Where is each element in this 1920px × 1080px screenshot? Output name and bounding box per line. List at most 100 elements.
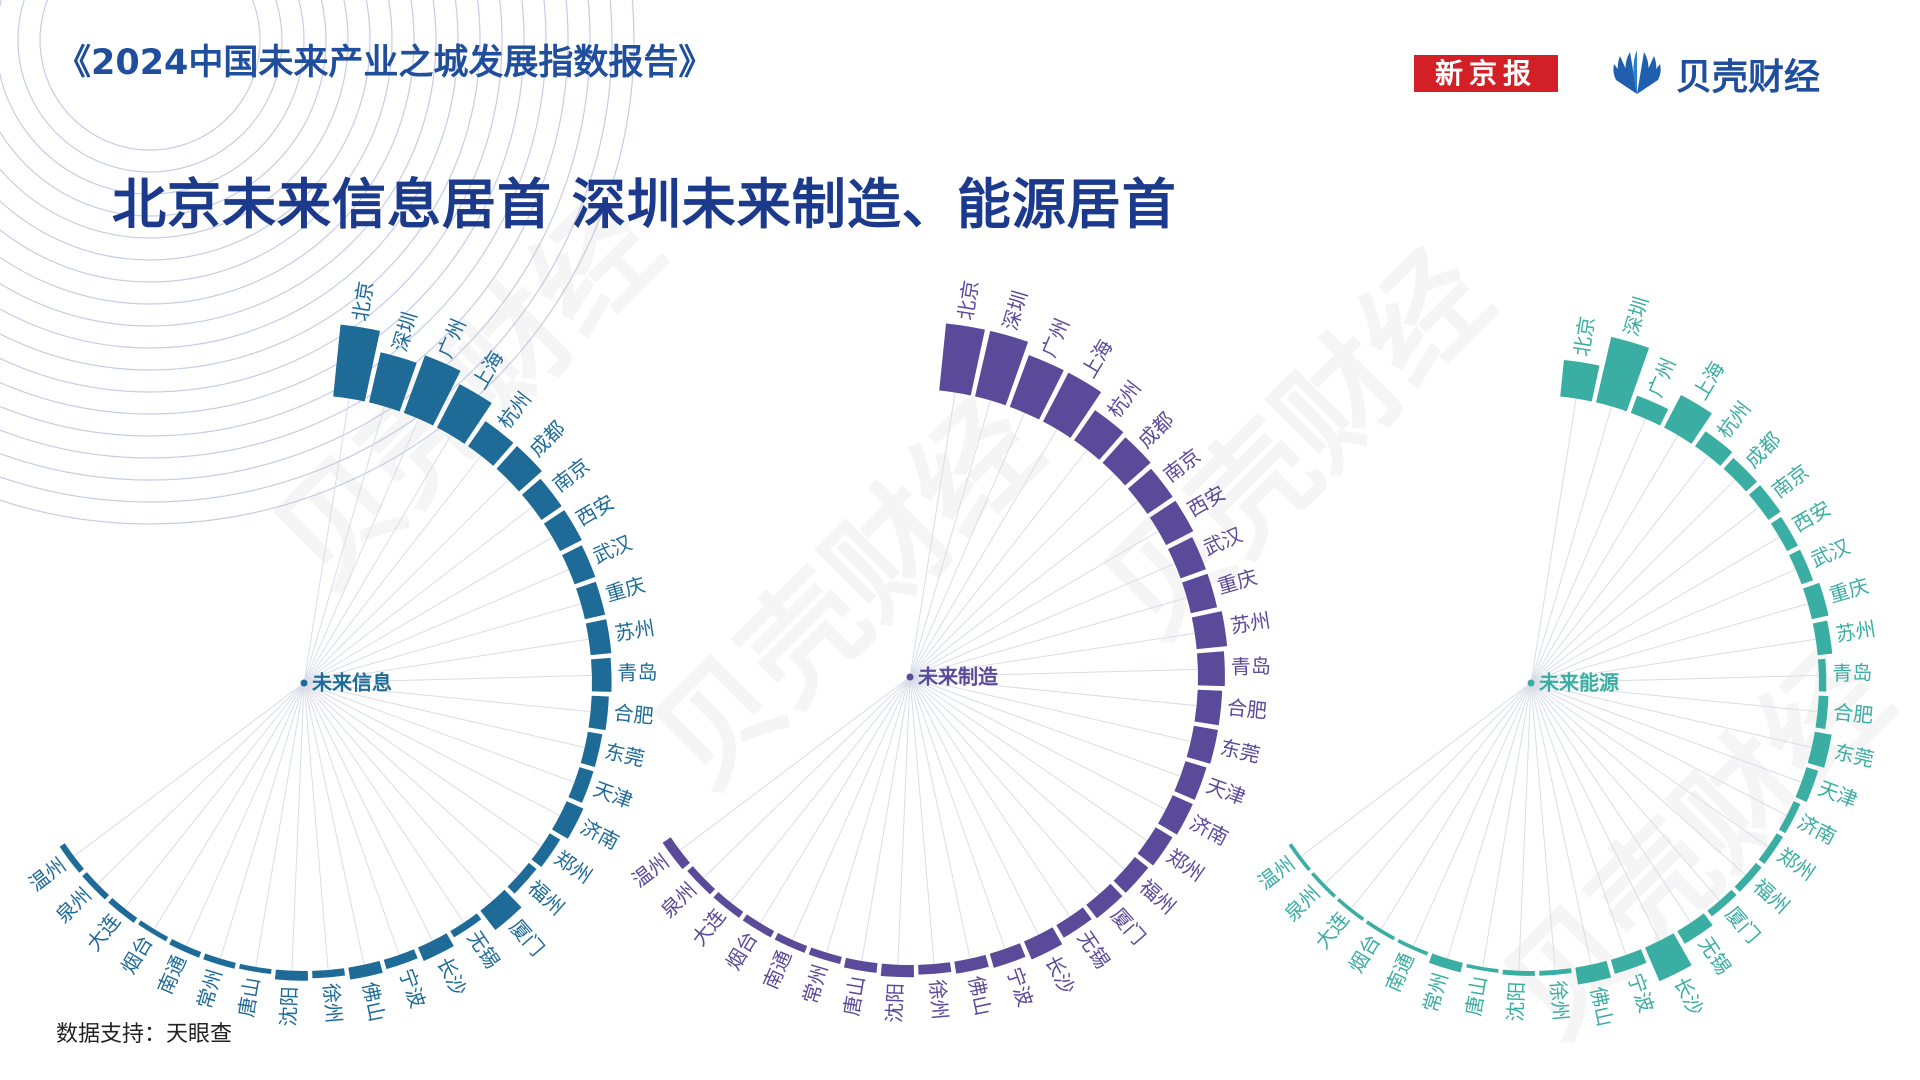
bar-唐山: [843, 957, 878, 973]
bar-天津: [568, 767, 594, 803]
bar-南通: [169, 938, 202, 958]
category-label: 青岛: [1230, 654, 1271, 679]
spoke-line: [255, 682, 305, 968]
bar-成都: [1723, 457, 1758, 492]
spoke-line: [861, 676, 911, 962]
category-label: 温州: [24, 853, 70, 896]
bar-青岛: [591, 657, 612, 692]
decorative-arc: [0, 0, 393, 283]
spoke-line: [1530, 682, 1769, 848]
spoke-line: [1530, 406, 1612, 684]
category-label: 天津: [1815, 776, 1861, 812]
category-label: 成都: [1740, 427, 1785, 472]
bar-长沙: [1023, 927, 1063, 960]
spoke-line: [303, 682, 465, 923]
category-label: 大连: [687, 904, 731, 950]
category-label: 南京: [548, 453, 594, 496]
bar-青岛: [1197, 651, 1225, 687]
spoke-line: [909, 676, 971, 959]
category-label: 烟台: [1344, 930, 1385, 977]
spoke-line: [303, 435, 452, 684]
bar-长沙: [1644, 933, 1692, 982]
category-label: 大连: [81, 909, 125, 955]
bar-杭州: [1695, 431, 1733, 466]
category-label: 无锡: [463, 926, 505, 973]
category-label: 苏州: [1834, 617, 1877, 647]
category-label: 长沙: [1669, 973, 1708, 1020]
category-label: 宁波: [1623, 970, 1659, 1016]
spoke-line: [1530, 682, 1812, 748]
bar-武汉: [1168, 537, 1206, 579]
decorative-arc: [0, 0, 481, 371]
category-label: 沈阳: [276, 986, 302, 1027]
category-label: 东莞: [603, 739, 647, 771]
bar-常州: [203, 953, 236, 969]
bar-无锡: [1677, 913, 1713, 944]
bar-广州: [403, 355, 461, 426]
category-label: 泉州: [51, 883, 96, 928]
bar-郑州: [531, 833, 561, 867]
category-label: 北京: [1569, 315, 1599, 358]
spoke-line: [1446, 682, 1532, 959]
category-label: 常州: [798, 961, 833, 1006]
category-label: 深圳: [388, 309, 422, 354]
bar-唐山: [238, 963, 272, 975]
spoke-line: [909, 676, 1181, 777]
category-label: 合肥: [1832, 700, 1874, 728]
category-label: 深圳: [998, 288, 1032, 333]
spoke-line: [1530, 682, 1746, 876]
bar-东莞: [1807, 731, 1832, 768]
decorative-arc: [0, 0, 569, 459]
decorative-arc: [0, 0, 371, 261]
category-label: 常州: [1418, 970, 1453, 1015]
category-label: 武汉: [1807, 534, 1853, 572]
bar-西安: [1149, 500, 1194, 546]
category-label: 南通: [758, 947, 796, 993]
bar-武汉: [1789, 549, 1814, 585]
spoke-line: [909, 500, 1139, 678]
bar-天津: [1174, 761, 1207, 800]
center-dot: [300, 679, 308, 687]
category-label: 烟台: [721, 927, 762, 974]
category-label: 宁波: [1002, 964, 1038, 1010]
bar-深圳: [1596, 336, 1650, 412]
spoke-line: [73, 682, 305, 857]
spoke-line: [703, 676, 911, 879]
spoke-line: [303, 536, 553, 684]
spoke-line: [1530, 682, 1818, 713]
bar-广州: [1009, 355, 1064, 420]
bar-合肥: [588, 695, 609, 731]
category-label: 南通: [153, 951, 191, 997]
bar-重庆: [1182, 573, 1218, 614]
category-label: 武汉: [589, 530, 635, 568]
bar-苏州: [585, 619, 612, 656]
bar-武汉: [562, 545, 596, 585]
spoke-line: [825, 676, 911, 953]
bar-重庆: [1803, 582, 1829, 620]
spoke-line: [909, 473, 1115, 678]
bar-北京: [1560, 359, 1600, 402]
category-label: 杭州: [1712, 397, 1756, 443]
bar-杭州: [468, 421, 514, 466]
data-source: 数据支持：天眼查: [56, 1022, 233, 1047]
bar-佛山: [348, 960, 383, 980]
category-label: 合肥: [1226, 695, 1268, 723]
bar-温州: [59, 843, 84, 873]
spoke-line: [303, 682, 542, 848]
category-label: 上海: [1688, 357, 1729, 404]
bar-苏州: [1191, 611, 1228, 650]
bar-西安: [543, 510, 582, 552]
decorative-arc: [0, 0, 305, 195]
category-label: 重庆: [603, 572, 648, 606]
category-label: 福州: [523, 876, 569, 921]
category-label: 厦门: [1721, 902, 1765, 948]
category-label: 徐州: [319, 982, 346, 1024]
category-label: 佛山: [358, 980, 390, 1024]
bar-东莞: [580, 731, 603, 768]
spoke-line: [1530, 603, 1809, 684]
spoke-line: [1530, 674, 1819, 684]
category-label: 佛山: [1586, 984, 1618, 1028]
category-label: 烟台: [116, 931, 157, 978]
spoke-line: [1482, 682, 1532, 968]
